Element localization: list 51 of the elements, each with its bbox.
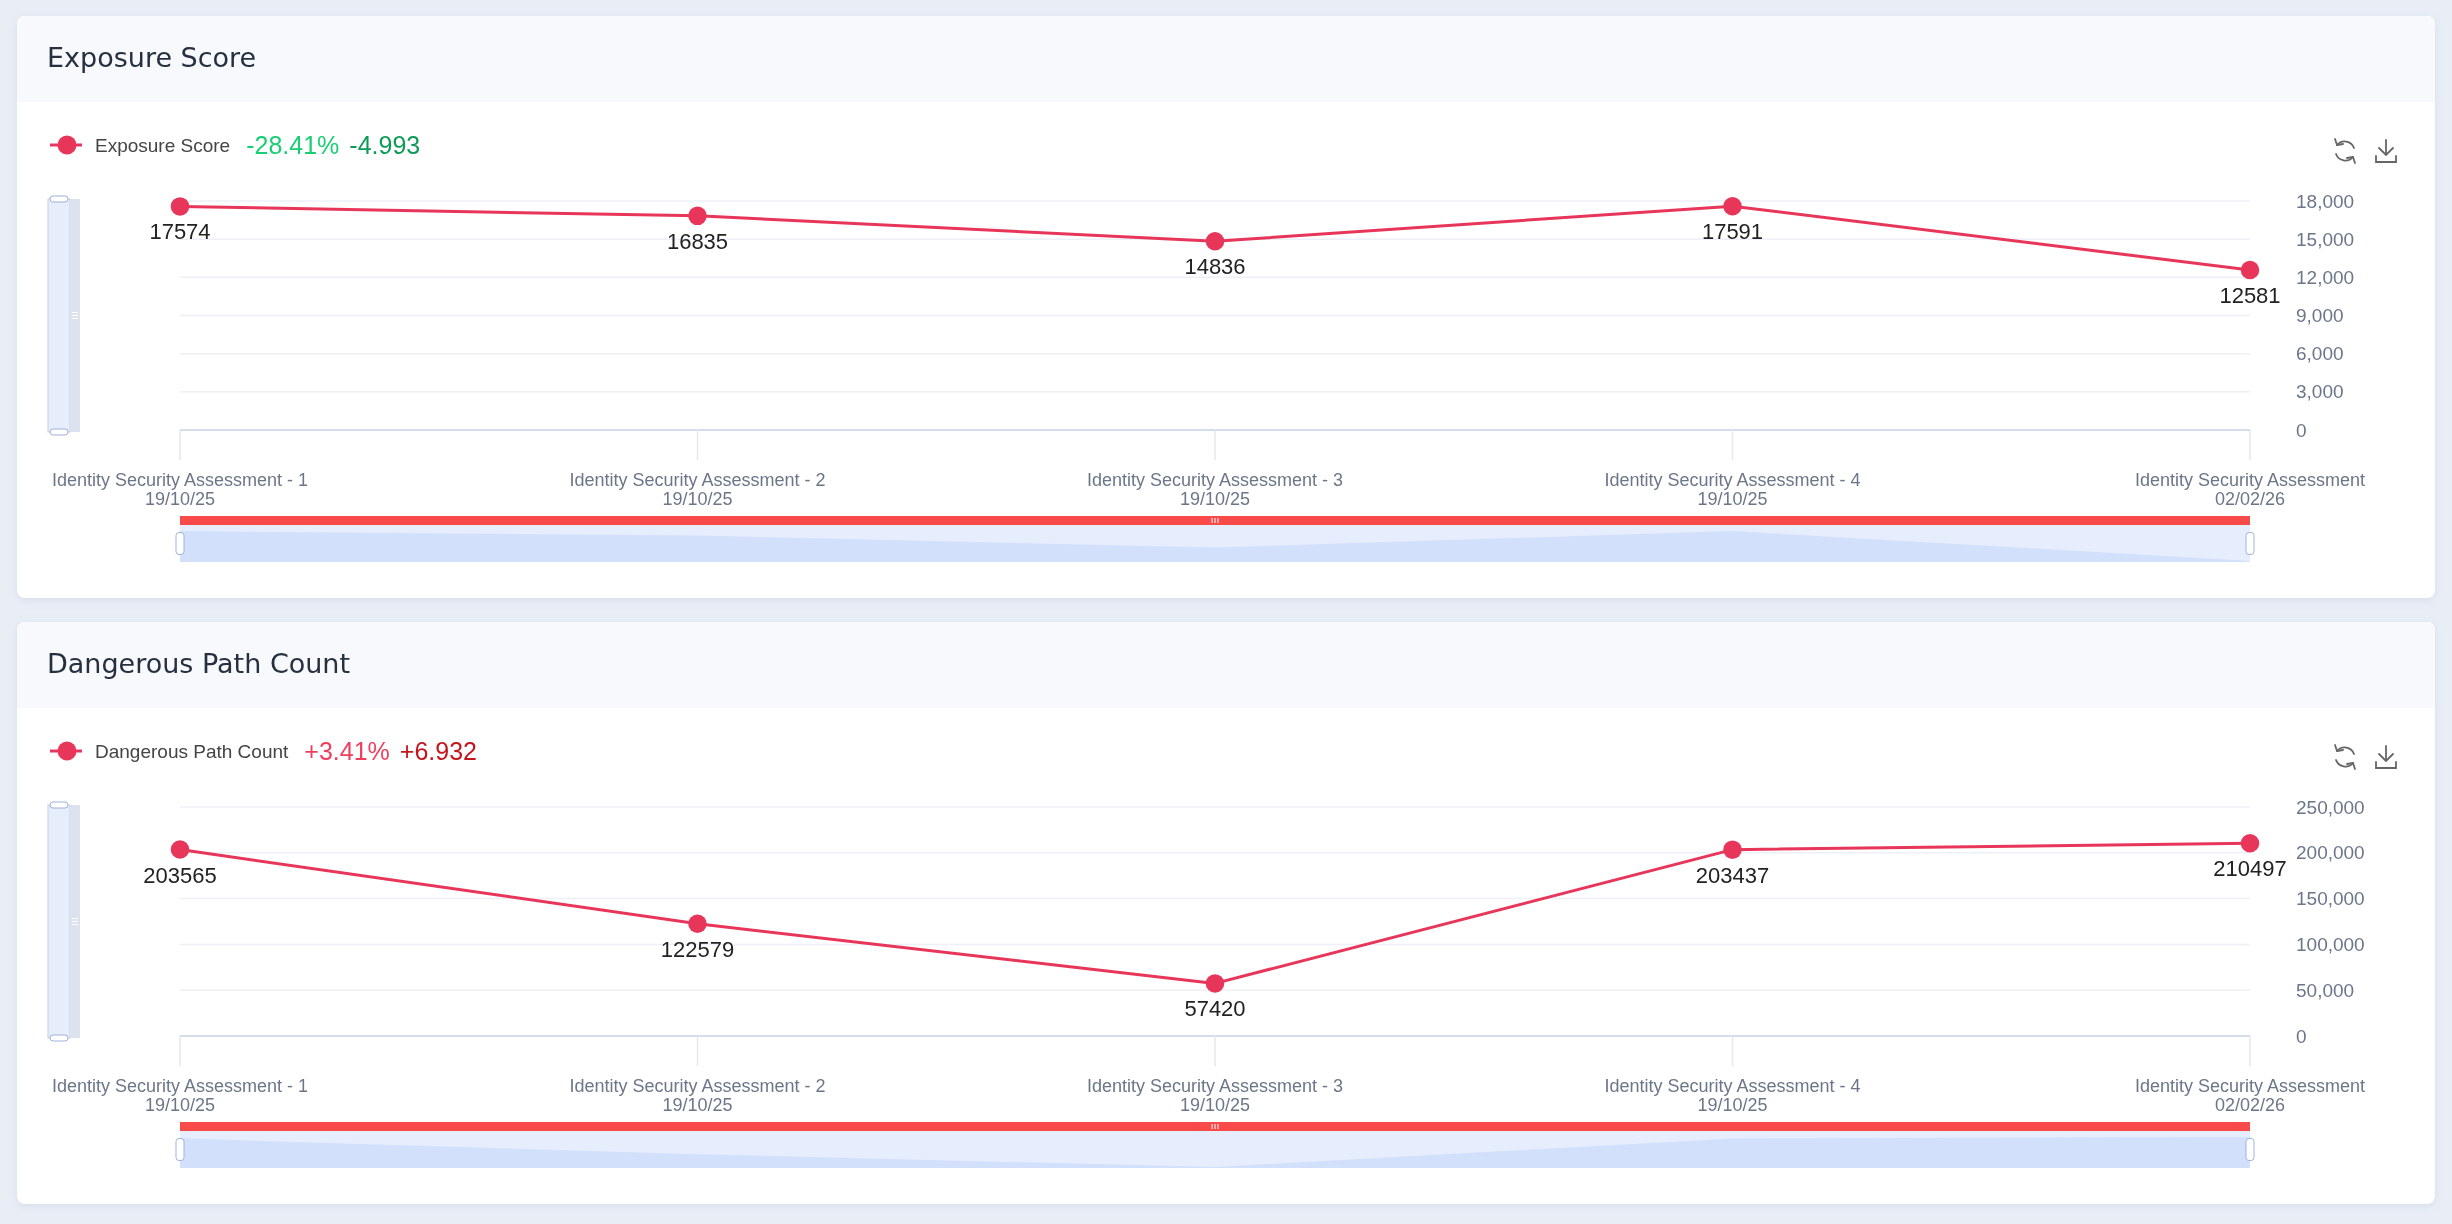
- data-label: 203565: [143, 862, 217, 888]
- x-tick-label: Identity Security Assessment - 1 19/10/25: [51, 470, 309, 509]
- chart-title: Dangerous Path Count: [47, 648, 351, 679]
- text: -4.993: [349, 131, 421, 159]
- x-tick-label: Identity Security Assessment - 3 19/10/25: [1086, 1076, 1344, 1115]
- x-tick-label: Identity Security Assessment - 1 19/10/25: [51, 1076, 309, 1115]
- data-label: 203437: [1695, 862, 1770, 888]
- x-tick-label: Identity Security Assessment - 2 19/10/25: [569, 1076, 826, 1115]
- x-tick-label: Identity Security Assessment - 4 19/10/25: [1604, 470, 1861, 509]
- x-tick-label: Identity Security Assessment - 3 19/10/25: [1086, 470, 1344, 509]
- y-tick-label: 200,000: [2296, 842, 2365, 864]
- point: [1723, 196, 1742, 216]
- point: [1205, 232, 1225, 251]
- x-tick-label: Identity Security Assessment - 2 19/10/25: [569, 470, 826, 509]
- text: +3.41%: [304, 737, 390, 765]
- point: [1723, 840, 1742, 859]
- data-label: 12581: [2219, 282, 2281, 308]
- text: -28.41%: [246, 131, 340, 159]
- y-tick-label: 3,000: [2296, 381, 2344, 403]
- data-label: 16835: [666, 228, 729, 254]
- legend-label: Exposure Score: [95, 134, 231, 156]
- x-tick-label: Identity Security Assessment 02/02/26: [2134, 470, 2366, 509]
- point: [2240, 260, 2260, 280]
- point: [1205, 974, 1225, 993]
- point: [170, 840, 190, 859]
- y-tick-label: 50,000: [2296, 979, 2355, 1001]
- data-label: 210497: [2213, 856, 2287, 882]
- data-label: 17574: [149, 219, 211, 245]
- y-tick-label: 9,000: [2296, 305, 2344, 326]
- y-tick-label: 0: [2296, 419, 2307, 441]
- y-tick-label: 150,000: [2296, 888, 2365, 910]
- data-label: 17591: [1701, 219, 1764, 245]
- y-tick-label: 18,000: [2296, 190, 2355, 212]
- text: +6.932: [399, 737, 477, 765]
- x-tick-label: Identity Security Assessment 02/02/26: [2134, 1076, 2366, 1115]
- point: [688, 206, 707, 226]
- y-tick-label: 250,000: [2296, 796, 2365, 818]
- data-label: 57420: [1184, 996, 1246, 1022]
- x-tick-label: Identity Security Assessment - 4 19/10/25: [1604, 1076, 1861, 1115]
- point: [170, 197, 190, 216]
- data-label: 122579: [660, 936, 735, 962]
- y-tick-label: 100,000: [2296, 933, 2365, 955]
- y-tick-label: 15,000: [2296, 228, 2355, 250]
- legend-label: Dangerous Path Count: [95, 740, 290, 762]
- chart-title: Exposure Score: [47, 42, 257, 73]
- point: [688, 914, 707, 933]
- point: [2240, 833, 2260, 853]
- y-tick-label: 12,000: [2296, 266, 2355, 288]
- y-tick-label: 0: [2296, 1025, 2307, 1047]
- data-label: 14836: [1184, 254, 1246, 280]
- y-tick-label: 6,000: [2296, 343, 2344, 365]
